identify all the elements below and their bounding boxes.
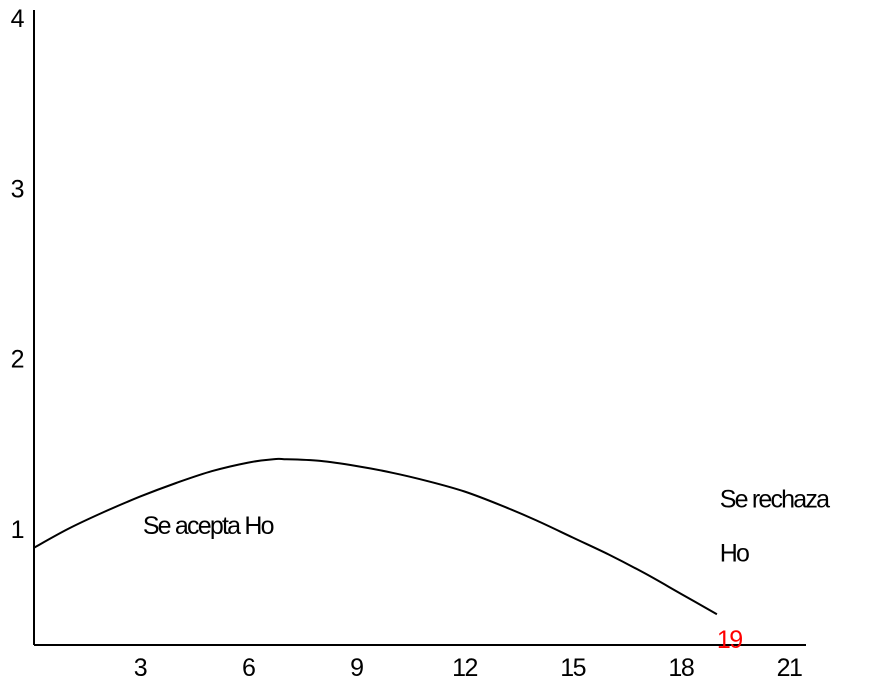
reject-region-label-line-1: Se rechaza	[720, 486, 830, 514]
series-curve	[33, 457, 718, 616]
critical-value-label: 19	[717, 626, 742, 654]
x-tick-label: 15	[560, 654, 585, 682]
y-tick-label: 1	[11, 516, 24, 544]
x-axis-tick-labels: 3 6 9 12 15 18 21	[134, 654, 804, 682]
x-tick-label: 6	[242, 654, 255, 682]
y-axis-tick-labels: 1 2 3 4	[11, 5, 27, 544]
reject-region-label-line-2: Ho	[720, 540, 749, 568]
y-tick-label: 2	[11, 346, 24, 374]
y-tick-label: 4	[11, 5, 25, 33]
x-tick-label: 18	[668, 654, 693, 682]
x-tick-label: 9	[350, 654, 363, 682]
accept-region-label: Se acepta Ho	[143, 512, 274, 540]
y-tick-label: 3	[11, 175, 24, 203]
x-tick-label: 12	[452, 654, 477, 682]
x-tick-label: 3	[134, 654, 147, 682]
x-tick-label: 21	[777, 654, 802, 682]
